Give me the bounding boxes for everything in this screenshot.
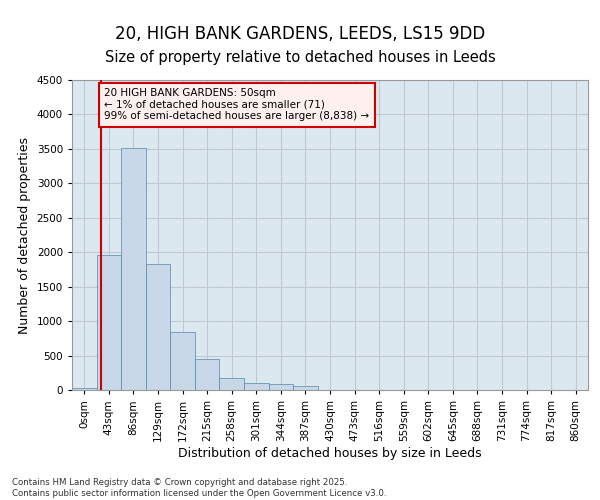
Y-axis label: Number of detached properties: Number of detached properties bbox=[18, 136, 31, 334]
Bar bbox=[195, 359, 220, 390]
Bar bbox=[121, 148, 146, 390]
Bar bbox=[293, 386, 318, 390]
Bar bbox=[170, 332, 195, 390]
Bar bbox=[269, 384, 293, 390]
X-axis label: Distribution of detached houses by size in Leeds: Distribution of detached houses by size … bbox=[178, 446, 482, 460]
Bar bbox=[72, 388, 97, 390]
Text: Size of property relative to detached houses in Leeds: Size of property relative to detached ho… bbox=[104, 50, 496, 65]
Bar bbox=[220, 378, 244, 390]
Text: 20, HIGH BANK GARDENS, LEEDS, LS15 9DD: 20, HIGH BANK GARDENS, LEEDS, LS15 9DD bbox=[115, 25, 485, 43]
Text: Contains HM Land Registry data © Crown copyright and database right 2025.
Contai: Contains HM Land Registry data © Crown c… bbox=[12, 478, 386, 498]
Bar bbox=[146, 264, 170, 390]
Bar bbox=[244, 383, 269, 390]
Bar bbox=[97, 255, 121, 390]
Text: 20 HIGH BANK GARDENS: 50sqm
← 1% of detached houses are smaller (71)
99% of semi: 20 HIGH BANK GARDENS: 50sqm ← 1% of deta… bbox=[104, 88, 370, 122]
